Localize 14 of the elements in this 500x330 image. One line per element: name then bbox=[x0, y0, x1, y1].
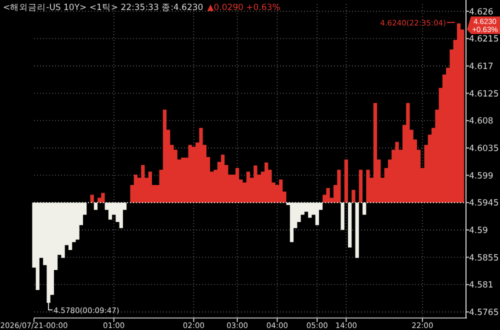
y-tick-label: 4.608 bbox=[469, 116, 494, 127]
y-tick-label: 4.599 bbox=[469, 171, 494, 182]
y-tick-label: 4.5945 bbox=[469, 198, 499, 209]
chart-title: <해외금리-US 10Y> <1틱> 22:35:33 종:4.6230 bbox=[3, 3, 204, 13]
y-tick-label: 4.6215 bbox=[469, 34, 499, 45]
y-tick-label: 4.6035 bbox=[469, 144, 499, 154]
y-tick-label: 4.626 bbox=[469, 7, 494, 18]
y-tick-label: 4.5855 bbox=[469, 253, 499, 264]
y-tick-label: 4.5765 bbox=[469, 308, 499, 318]
y-tick-label: 4.617 bbox=[469, 62, 494, 72]
chart-subtitle: ▲0.0290 +0.63% bbox=[207, 3, 280, 13]
y-tick-label: 4.6125 bbox=[469, 89, 499, 100]
y-tick-label: 4.59 bbox=[469, 226, 488, 236]
y-tick-label: 4.581 bbox=[469, 280, 494, 291]
